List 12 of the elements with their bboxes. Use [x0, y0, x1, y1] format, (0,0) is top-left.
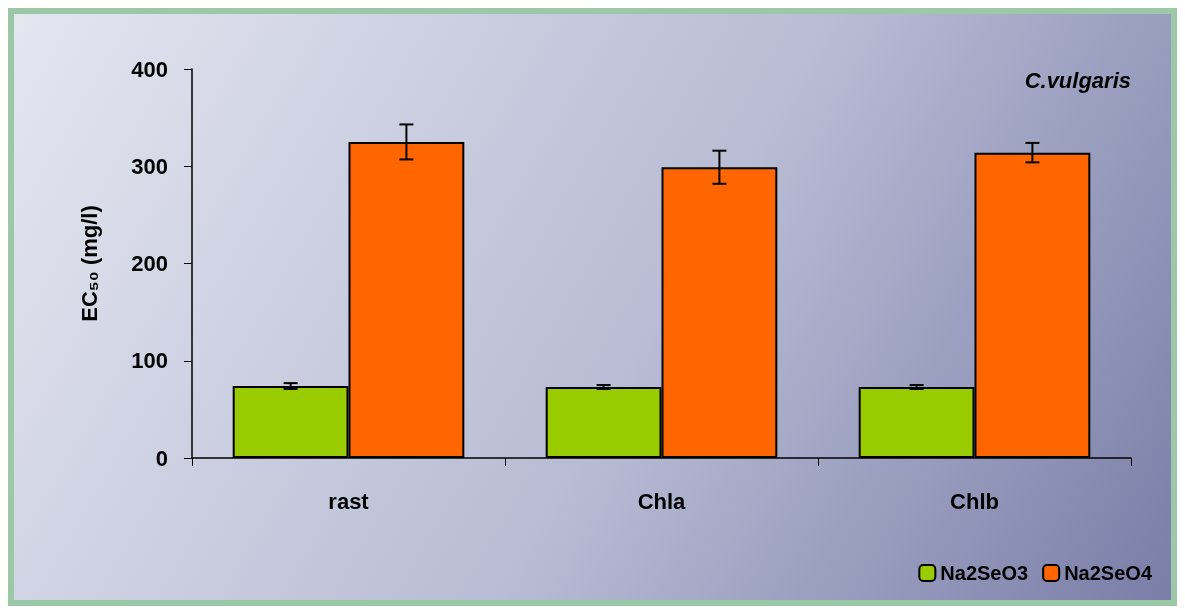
- y-axis-title: EC₅₀ (mg/l): [76, 205, 102, 322]
- y-tick-label: 100: [131, 348, 168, 374]
- legend-label: Na2SeO4: [1064, 562, 1153, 584]
- x-tick-label: rast: [328, 488, 370, 514]
- y-tick-label: 0: [155, 445, 168, 471]
- y-tick-label: 400: [131, 56, 168, 82]
- legend-label: Na2SeO3: [940, 562, 1029, 584]
- x-tick-label: Chlb: [950, 488, 999, 514]
- annotation: C.vulgaris: [1024, 67, 1132, 93]
- y-tick-label: 200: [131, 251, 168, 276]
- x-tick-label: Chla: [637, 488, 687, 514]
- y-tick-label: 300: [131, 153, 168, 179]
